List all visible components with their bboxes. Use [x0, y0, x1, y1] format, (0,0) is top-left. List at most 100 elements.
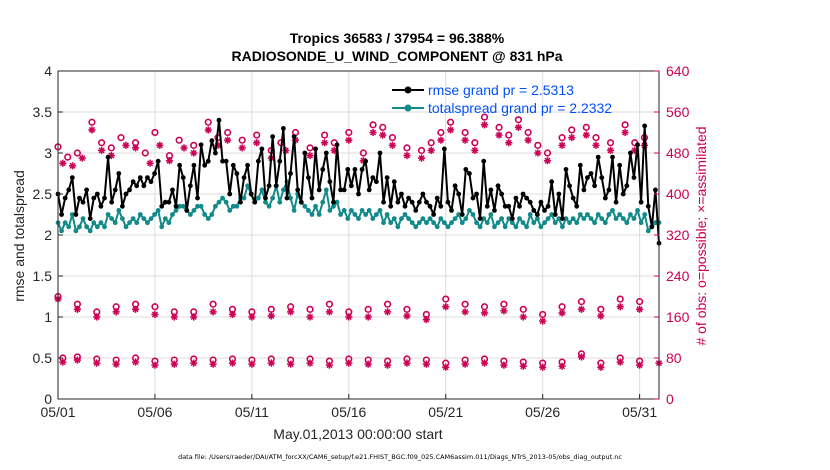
spread-point — [645, 228, 651, 234]
obs-assimilated-marker — [88, 126, 96, 134]
obs-assimilated-stroke — [471, 147, 478, 154]
obs-assimilated-marker — [437, 136, 445, 144]
obs-possible-marker — [253, 131, 261, 139]
spread-point — [409, 220, 415, 226]
obs-assimilated-stroke — [403, 152, 411, 159]
rmse-point — [152, 171, 157, 176]
spread-point — [477, 224, 483, 230]
spread-point — [581, 216, 587, 222]
spread-point — [259, 187, 265, 193]
obs-assimilated-stroke — [190, 313, 197, 321]
obs-assimilated-stroke — [132, 144, 139, 151]
rmse-point — [127, 187, 132, 193]
rmse-point — [363, 158, 369, 164]
spread-point — [570, 216, 576, 222]
y-axis-label: rmse and totalspread — [11, 170, 27, 302]
rmse-point — [284, 195, 290, 201]
obs-assimilated-marker — [73, 305, 81, 313]
obs-assimilated-stroke — [403, 360, 411, 367]
obs-assimilated-marker — [248, 360, 256, 368]
obs-possible-marker — [209, 300, 217, 308]
obs-possible-marker — [379, 123, 387, 131]
chart-title-line2: RADIOSONDE_U_WIND_COMPONENT @ 831 hPa — [231, 48, 562, 64]
spread-point — [613, 216, 619, 222]
spread-point — [313, 203, 318, 209]
y-tick-label: 3 — [44, 145, 52, 161]
rmse-point — [213, 150, 218, 156]
obs-assimilated-stroke — [607, 147, 614, 154]
rmse-point — [145, 175, 150, 181]
rmse-point — [245, 162, 251, 168]
rmse-point — [69, 175, 75, 181]
spread-point — [80, 216, 86, 222]
obs-assimilated-stroke — [462, 137, 469, 144]
spread-point — [534, 216, 540, 222]
obs-assimilated-stroke — [210, 361, 217, 368]
obs-assimilated-stroke — [534, 149, 541, 157]
obs-assimilated-stroke — [69, 162, 76, 169]
rmse-point — [434, 195, 440, 201]
obs-possible-marker — [539, 310, 547, 319]
obs-assimilated-marker — [282, 146, 290, 155]
obs-possible-marker — [636, 298, 644, 306]
obs-assimilated-stroke — [365, 313, 372, 321]
spread-point — [588, 216, 594, 222]
obs-assimilated-stroke — [592, 142, 600, 149]
spread-point — [556, 216, 562, 222]
spread-point — [402, 212, 408, 217]
spread-point — [216, 199, 222, 205]
obs-assimilated-marker — [621, 128, 629, 137]
rmse-point — [381, 199, 386, 205]
rmse-point — [134, 183, 140, 189]
obs-assimilated-marker — [442, 303, 450, 311]
spread-point — [191, 208, 197, 213]
rmse-point — [84, 187, 90, 193]
rmse-point — [552, 212, 558, 217]
spread-point — [370, 216, 376, 222]
obs-possible-marker — [621, 121, 629, 129]
obs-possible-marker — [151, 303, 159, 311]
spread-point — [406, 216, 411, 222]
rmse-point — [620, 191, 626, 197]
obs-assimilated-stroke — [539, 364, 546, 371]
rmse-point — [352, 167, 358, 172]
spread-point — [642, 212, 648, 217]
rmse-point — [112, 187, 118, 193]
spread-point — [180, 203, 186, 209]
obs-assimilated-stroke — [636, 306, 643, 313]
obs-assimilated-marker — [461, 360, 469, 368]
y-tick-label: 2 — [44, 227, 52, 243]
obs-assimilated-marker — [112, 308, 120, 316]
rmse-point — [642, 123, 648, 129]
spread-point — [577, 212, 583, 217]
spread-point — [255, 195, 261, 201]
obs-assimilated-marker — [364, 313, 372, 321]
obs-possible-marker — [345, 128, 353, 137]
obs-assimilated-marker — [170, 313, 178, 321]
obs-assimilated-marker — [616, 303, 624, 311]
spread-point — [592, 220, 598, 226]
spread-point — [434, 224, 440, 230]
obs-assimilated-stroke — [520, 363, 527, 370]
spread-point — [560, 224, 565, 230]
obs-assimilated-marker — [442, 363, 450, 371]
rmse-point — [94, 191, 100, 197]
spread-point — [73, 228, 79, 234]
rmse-point — [406, 195, 411, 201]
x-tick-label: 05/21 — [428, 404, 463, 420]
spread-point — [173, 208, 179, 213]
spread-point — [595, 212, 601, 217]
spread-point — [524, 224, 530, 230]
spread-point — [356, 216, 361, 222]
obs-possible-marker — [107, 144, 115, 152]
rmse-point — [409, 199, 415, 205]
rmse-point — [302, 150, 308, 156]
obs-possible-marker — [582, 123, 590, 131]
rmse-point — [488, 187, 494, 193]
obs-assimilated-marker — [364, 360, 372, 368]
spread-point — [198, 203, 204, 209]
rmse-point — [610, 154, 615, 160]
spread-point — [341, 208, 347, 213]
x-tick-label: 05/16 — [331, 404, 366, 420]
